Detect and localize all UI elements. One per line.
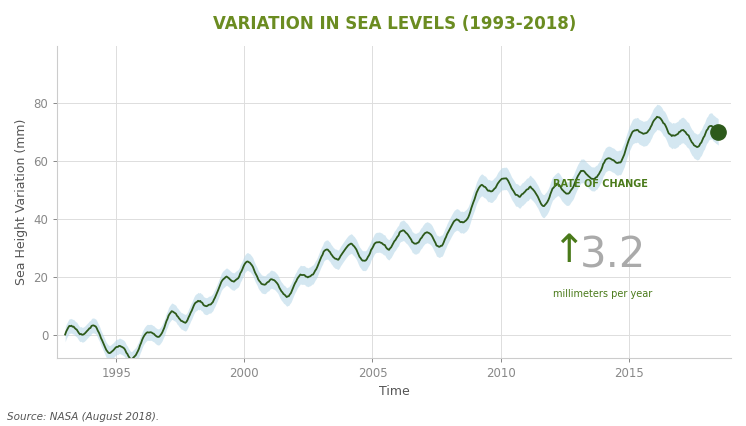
Text: RATE OF CHANGE: RATE OF CHANGE: [553, 179, 648, 189]
Y-axis label: Sea Height Variation (mm): Sea Height Variation (mm): [15, 118, 28, 285]
Text: 3.2: 3.2: [580, 235, 646, 276]
Text: ↑: ↑: [553, 232, 585, 270]
Text: Source: NASA (August 2018).: Source: NASA (August 2018).: [7, 412, 160, 422]
Text: millimeters per year: millimeters per year: [553, 289, 652, 299]
X-axis label: Time: Time: [379, 385, 410, 398]
Title: VARIATION IN SEA LEVELS (1993-2018): VARIATION IN SEA LEVELS (1993-2018): [213, 15, 576, 33]
